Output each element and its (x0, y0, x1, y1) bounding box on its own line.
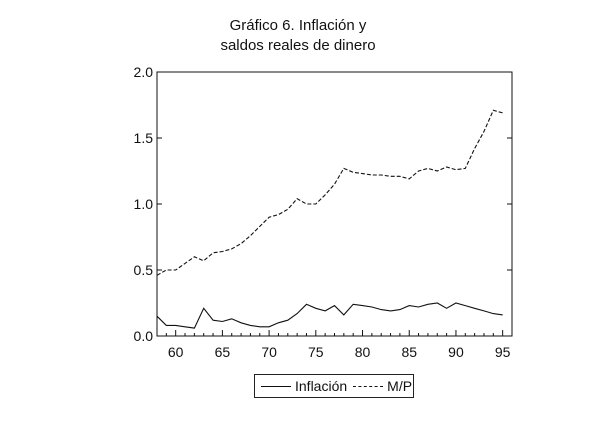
y-tick-label: 0.5 (134, 262, 154, 278)
legend-label-mp: M/P (387, 378, 413, 394)
chart-title-line-2: saldos reales de dinero (220, 37, 376, 54)
legend-item-mp: M/P (347, 378, 412, 394)
y-tick-label: 0.0 (134, 328, 154, 344)
series-line-inflacion (156, 302, 503, 329)
x-tick-label: 90 (448, 344, 464, 360)
plot-frame (156, 71, 513, 337)
legend-label-inflacion: Inflación (295, 378, 348, 394)
chart-title-line-1: Gráfico 6. Inflación y (229, 17, 367, 34)
y-tick-label: 1.0 (134, 196, 154, 212)
chart-legend: Inflación M/P (254, 374, 414, 398)
x-tick-label: 95 (495, 344, 511, 360)
y-tick-label: 2.0 (134, 64, 154, 80)
x-tick-label: 60 (168, 344, 184, 360)
chart-title: Gráfico 6. Inflación y saldos reales de … (0, 16, 596, 56)
y-tick-label: 1.5 (134, 130, 154, 146)
x-tick-label: 70 (261, 344, 277, 360)
series-line-mp (156, 109, 503, 276)
x-tick-label: 65 (215, 344, 231, 360)
legend-swatch-dashed (353, 385, 384, 387)
x-tick-label: 85 (401, 344, 417, 360)
legend-item-inflacion: Inflación (255, 378, 347, 394)
x-tick-label: 75 (308, 344, 324, 360)
x-tick-label: 80 (355, 344, 371, 360)
legend-swatch-solid (261, 385, 291, 387)
